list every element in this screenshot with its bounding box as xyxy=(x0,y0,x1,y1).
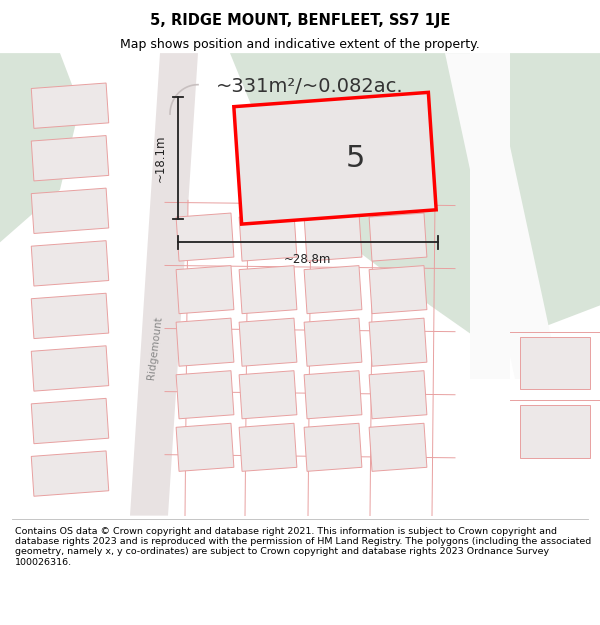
Polygon shape xyxy=(304,371,362,419)
Polygon shape xyxy=(176,318,234,366)
Text: 5, RIDGE MOUNT, BENFLEET, SS7 1JE: 5, RIDGE MOUNT, BENFLEET, SS7 1JE xyxy=(150,13,450,28)
Polygon shape xyxy=(304,423,362,471)
Text: ~331m²/~0.082ac.: ~331m²/~0.082ac. xyxy=(216,78,404,96)
Polygon shape xyxy=(31,451,109,496)
Polygon shape xyxy=(31,398,109,444)
Text: Contains OS data © Crown copyright and database right 2021. This information is : Contains OS data © Crown copyright and d… xyxy=(15,526,591,567)
Polygon shape xyxy=(176,266,234,314)
Polygon shape xyxy=(31,241,109,286)
Polygon shape xyxy=(31,346,109,391)
Polygon shape xyxy=(445,53,560,379)
Text: Ridgemount: Ridgemount xyxy=(146,315,164,379)
Polygon shape xyxy=(0,53,80,242)
Polygon shape xyxy=(31,83,109,128)
Polygon shape xyxy=(369,371,427,419)
Polygon shape xyxy=(31,293,109,339)
Polygon shape xyxy=(470,53,510,379)
Polygon shape xyxy=(239,371,297,419)
Polygon shape xyxy=(130,53,198,516)
Polygon shape xyxy=(369,213,427,261)
Polygon shape xyxy=(304,266,362,314)
Polygon shape xyxy=(239,318,297,366)
Text: 5: 5 xyxy=(346,144,365,172)
Polygon shape xyxy=(31,188,109,234)
Polygon shape xyxy=(176,213,234,261)
Polygon shape xyxy=(230,53,600,348)
Polygon shape xyxy=(176,423,234,471)
Polygon shape xyxy=(369,423,427,471)
Polygon shape xyxy=(520,405,590,458)
Polygon shape xyxy=(520,337,590,389)
Polygon shape xyxy=(369,318,427,366)
Text: Map shows position and indicative extent of the property.: Map shows position and indicative extent… xyxy=(120,38,480,51)
Polygon shape xyxy=(304,213,362,261)
Polygon shape xyxy=(239,266,297,314)
Polygon shape xyxy=(239,423,297,471)
Polygon shape xyxy=(31,136,109,181)
Polygon shape xyxy=(176,371,234,419)
Polygon shape xyxy=(260,111,410,206)
Text: ~18.1m: ~18.1m xyxy=(154,134,167,182)
Polygon shape xyxy=(369,266,427,314)
Text: ~28.8m: ~28.8m xyxy=(284,253,331,266)
Polygon shape xyxy=(234,92,436,224)
Polygon shape xyxy=(304,318,362,366)
Polygon shape xyxy=(239,213,297,261)
